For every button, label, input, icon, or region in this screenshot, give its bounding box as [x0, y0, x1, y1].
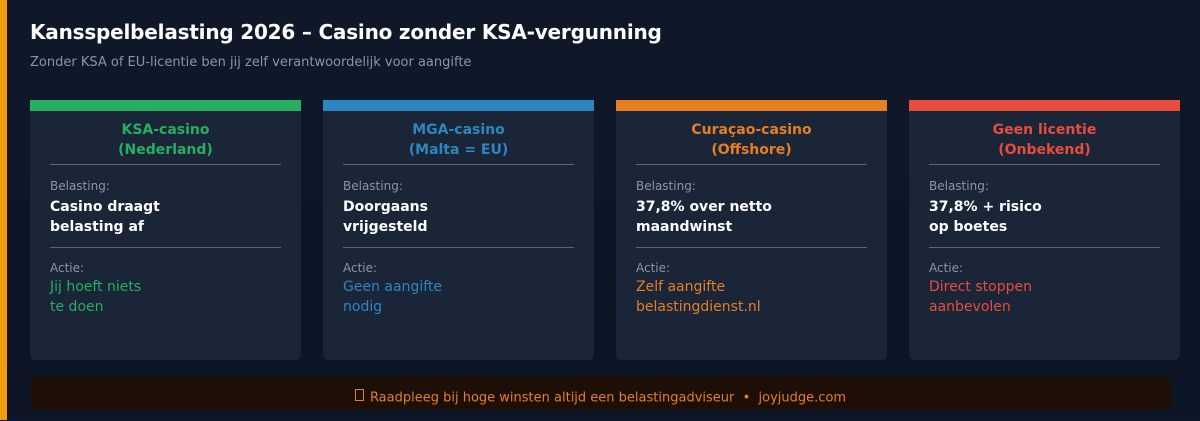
action-value-line-2: te doen — [50, 299, 104, 315]
action-value-line-2: belastingdienst.nl — [636, 299, 761, 315]
action-label: Actie: — [929, 261, 964, 275]
card-title-line-2: (Nederland) — [118, 142, 213, 158]
tax-value-line-1: 37,8% + risico — [929, 199, 1042, 215]
action-value: Zelf aangifte belastingdienst.nl — [636, 277, 867, 317]
card-divider — [50, 247, 281, 248]
card-title: KSA-casino (Nederland) — [50, 120, 281, 160]
action-label: Actie: — [50, 261, 85, 275]
card-divider — [343, 247, 574, 248]
action-value-line-2: nodig — [343, 299, 383, 315]
card-title-line-1: Curaçao-casino — [691, 122, 812, 138]
tax-label: Belasting: — [929, 179, 989, 193]
action-label: Actie: — [343, 261, 378, 275]
tax-label: Belasting: — [343, 179, 403, 193]
card-divider — [343, 164, 574, 165]
tax-value-line-2: belasting af — [50, 219, 144, 235]
tax-label: Belasting: — [636, 179, 696, 193]
card-title: Geen licentie (Onbekend) — [929, 120, 1160, 160]
card-color-bar — [909, 100, 1180, 111]
tax-value: Doorgaans vrijgesteld — [343, 197, 574, 237]
lightbulb-icon — [354, 376, 364, 420]
card-divider — [929, 247, 1160, 248]
page-title: Kansspelbelasting 2026 – Casino zonder K… — [30, 20, 662, 44]
tax-value: 37,8% + risico op boetes — [929, 197, 1160, 237]
footer-text: Raadpleeg bij hoge winsten altijd een be… — [369, 390, 847, 406]
tax-label: Belasting: — [50, 179, 110, 193]
card-divider — [636, 164, 867, 165]
action-value-line-1: Geen aangifte — [343, 279, 442, 295]
card-title: MGA-casino (Malta = EU) — [343, 120, 574, 160]
card-mga-casino: MGA-casino (Malta = EU) Belasting: Doorg… — [323, 100, 594, 360]
card-color-bar — [616, 100, 887, 111]
card-divider — [50, 164, 281, 165]
card-color-bar — [30, 100, 301, 111]
action-value: Geen aangifte nodig — [343, 277, 574, 317]
card-title-line-2: (Malta = EU) — [408, 142, 509, 158]
card-title-line-1: MGA-casino — [412, 122, 505, 138]
action-value: Direct stoppen aanbevolen — [929, 277, 1160, 317]
tax-value-line-1: 37,8% over netto — [636, 199, 772, 215]
card-no-license: Geen licentie (Onbekend) Belasting: 37,8… — [909, 100, 1180, 360]
page-subtitle: Zonder KSA of EU-licentie ben jij zelf v… — [30, 55, 472, 70]
footer-notice: Raadpleeg bij hoge winsten altijd een be… — [30, 376, 1171, 410]
tax-value-line-2: vrijgesteld — [343, 219, 428, 235]
card-title-line-1: Geen licentie — [992, 122, 1097, 138]
action-value-line-2: aanbevolen — [929, 299, 1011, 315]
tax-value-line-1: Doorgaans — [343, 199, 428, 215]
card-curacao-casino: Curaçao-casino (Offshore) Belasting: 37,… — [616, 100, 887, 360]
card-divider — [929, 164, 1160, 165]
card-divider — [636, 247, 867, 248]
action-value-line-1: Jij hoeft niets — [50, 279, 142, 295]
card-title-line-2: (Onbekend) — [998, 142, 1091, 158]
tax-value-line-2: op boetes — [929, 219, 1008, 235]
card-title-line-2: (Offshore) — [711, 142, 792, 158]
card-title: Curaçao-casino (Offshore) — [636, 120, 867, 160]
tax-value: Casino draagt belasting af — [50, 197, 281, 237]
action-value-line-1: Direct stoppen — [929, 279, 1032, 295]
card-title-line-1: KSA-casino — [121, 122, 210, 138]
side-accent-bar — [0, 0, 7, 420]
action-value: Jij hoeft niets te doen — [50, 277, 281, 317]
tax-value-line-1: Casino draagt — [50, 199, 160, 215]
card-color-bar — [323, 100, 594, 111]
tax-value: 37,8% over netto maandwinst — [636, 197, 867, 237]
card-ksa-casino: KSA-casino (Nederland) Belasting: Casino… — [30, 100, 301, 360]
action-label: Actie: — [636, 261, 671, 275]
tax-value-line-2: maandwinst — [636, 219, 733, 235]
action-value-line-1: Zelf aangifte — [636, 279, 726, 295]
